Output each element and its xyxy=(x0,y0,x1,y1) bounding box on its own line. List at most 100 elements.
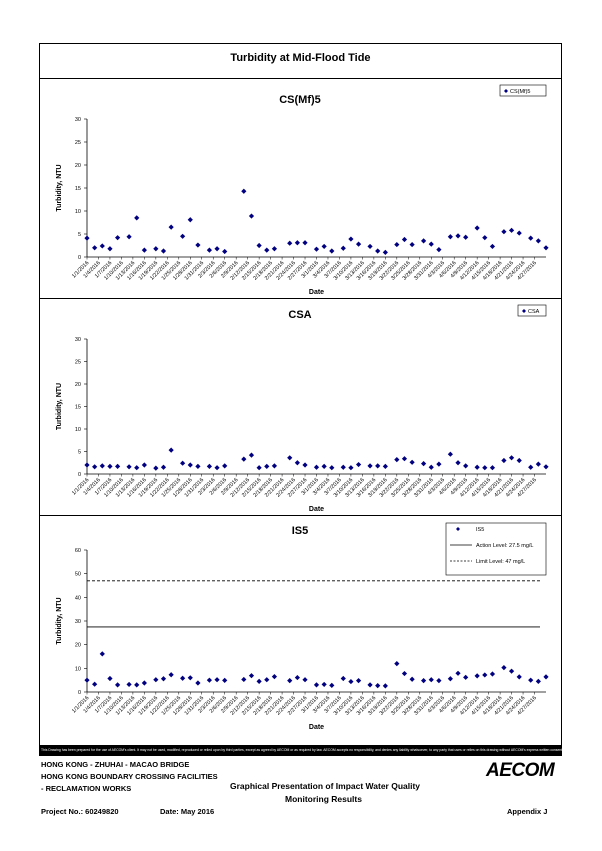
data-point xyxy=(482,672,488,678)
aecom-logo: AECOM xyxy=(486,760,555,781)
data-point xyxy=(382,249,388,255)
data-point xyxy=(115,463,121,469)
data-point xyxy=(455,460,461,466)
data-point xyxy=(348,465,354,471)
data-point xyxy=(214,677,220,683)
data-point xyxy=(340,245,346,251)
page-title: Turbidity at Mid-Flood Tide xyxy=(230,52,371,64)
data-point xyxy=(84,462,90,468)
data-point xyxy=(99,651,105,657)
y-tick-label: 20 xyxy=(75,643,81,649)
data-point xyxy=(160,248,167,254)
data-point xyxy=(516,457,522,464)
data-point xyxy=(348,236,354,242)
data-point xyxy=(528,677,534,683)
data-point xyxy=(271,463,278,469)
data-point xyxy=(160,464,167,470)
data-point xyxy=(447,451,453,457)
y-tick-label: 60 xyxy=(75,548,81,554)
y-tick-label: 25 xyxy=(75,360,81,366)
disclaimer-bar: This Drawing has been prepared for the u… xyxy=(39,745,562,756)
data-point xyxy=(329,248,335,254)
data-point xyxy=(489,671,496,677)
data-point xyxy=(321,681,327,688)
data-point xyxy=(501,229,507,235)
data-point xyxy=(543,674,549,680)
data-point xyxy=(168,447,174,453)
data-point xyxy=(195,680,201,686)
data-point xyxy=(436,678,442,684)
data-point xyxy=(126,464,132,470)
data-point xyxy=(294,460,300,466)
y-tick-label: 10 xyxy=(75,209,81,215)
data-point xyxy=(436,461,442,467)
data-point xyxy=(195,242,201,248)
data-point xyxy=(409,676,415,682)
data-point xyxy=(134,465,140,471)
data-point xyxy=(92,681,98,687)
data-point xyxy=(302,240,308,246)
data-point xyxy=(355,678,362,684)
data-point xyxy=(294,240,300,246)
data-point xyxy=(482,235,488,241)
data-point xyxy=(264,247,270,253)
data-point xyxy=(428,677,434,683)
data-point xyxy=(256,242,262,249)
data-point xyxy=(126,234,132,240)
data-point xyxy=(222,248,228,255)
data-point xyxy=(535,678,541,684)
y-tick-label: 0 xyxy=(78,472,81,478)
chart-panel-csmf5: CS(Mf)5 0 5 10 15 20 25 30 1/1/2016 1/4/2016 1/7/2… xyxy=(39,78,562,298)
data-point xyxy=(535,461,541,467)
x-axis-title: Date xyxy=(309,724,324,731)
data-point xyxy=(180,460,186,466)
data-point xyxy=(141,680,147,686)
data-point xyxy=(206,463,212,469)
y-tick-label: 50 xyxy=(75,572,81,578)
chart-title: CS(Mf)5 xyxy=(279,94,321,106)
data-point xyxy=(206,677,212,683)
data-point xyxy=(168,224,174,230)
data-point xyxy=(168,672,174,678)
data-point xyxy=(474,464,480,470)
data-point xyxy=(115,682,121,688)
data-point xyxy=(447,676,453,682)
data-point xyxy=(508,668,515,674)
data-point xyxy=(321,243,327,250)
data-point xyxy=(482,465,488,471)
legend-marker xyxy=(522,309,526,313)
x-axis-title: Date xyxy=(309,289,324,296)
y-tick-label: 20 xyxy=(75,382,81,388)
data-point xyxy=(409,459,415,465)
data-point xyxy=(214,465,220,471)
report-date: Date: May 2016 xyxy=(160,807,215,816)
data-point xyxy=(271,674,278,680)
data-point xyxy=(248,452,255,458)
data-point xyxy=(543,245,549,251)
footer-line3: - RECLAMATION WORKS xyxy=(41,784,132,793)
data-point xyxy=(455,233,461,239)
legend-label: CSA xyxy=(528,309,540,315)
presentation-title-2: Monitoring Results xyxy=(285,794,362,804)
data-point xyxy=(329,682,335,688)
y-tick-label: 0 xyxy=(78,690,81,696)
legend-label: Limit Level: 47 mg/L xyxy=(476,559,525,565)
data-point xyxy=(264,463,270,469)
y-tick-label: 5 xyxy=(78,232,81,238)
data-point xyxy=(394,241,400,248)
data-point xyxy=(126,681,132,688)
y-tick-label: 30 xyxy=(75,337,81,343)
data-point xyxy=(501,457,507,464)
data-point xyxy=(248,213,255,219)
project-number: Project No.: 60249820 xyxy=(41,807,119,816)
data-point xyxy=(107,246,113,252)
data-point xyxy=(375,248,381,254)
data-point xyxy=(206,247,212,253)
data-point xyxy=(264,677,270,683)
data-point xyxy=(463,674,469,680)
chart-panel-is5: IS5 0 10 20 30 40 50 60 1/1/2016 1/4/2016 1/7/2016… xyxy=(39,515,562,745)
data-point xyxy=(313,464,320,470)
data-point xyxy=(222,677,228,684)
data-point xyxy=(302,462,308,468)
data-point xyxy=(382,463,388,469)
